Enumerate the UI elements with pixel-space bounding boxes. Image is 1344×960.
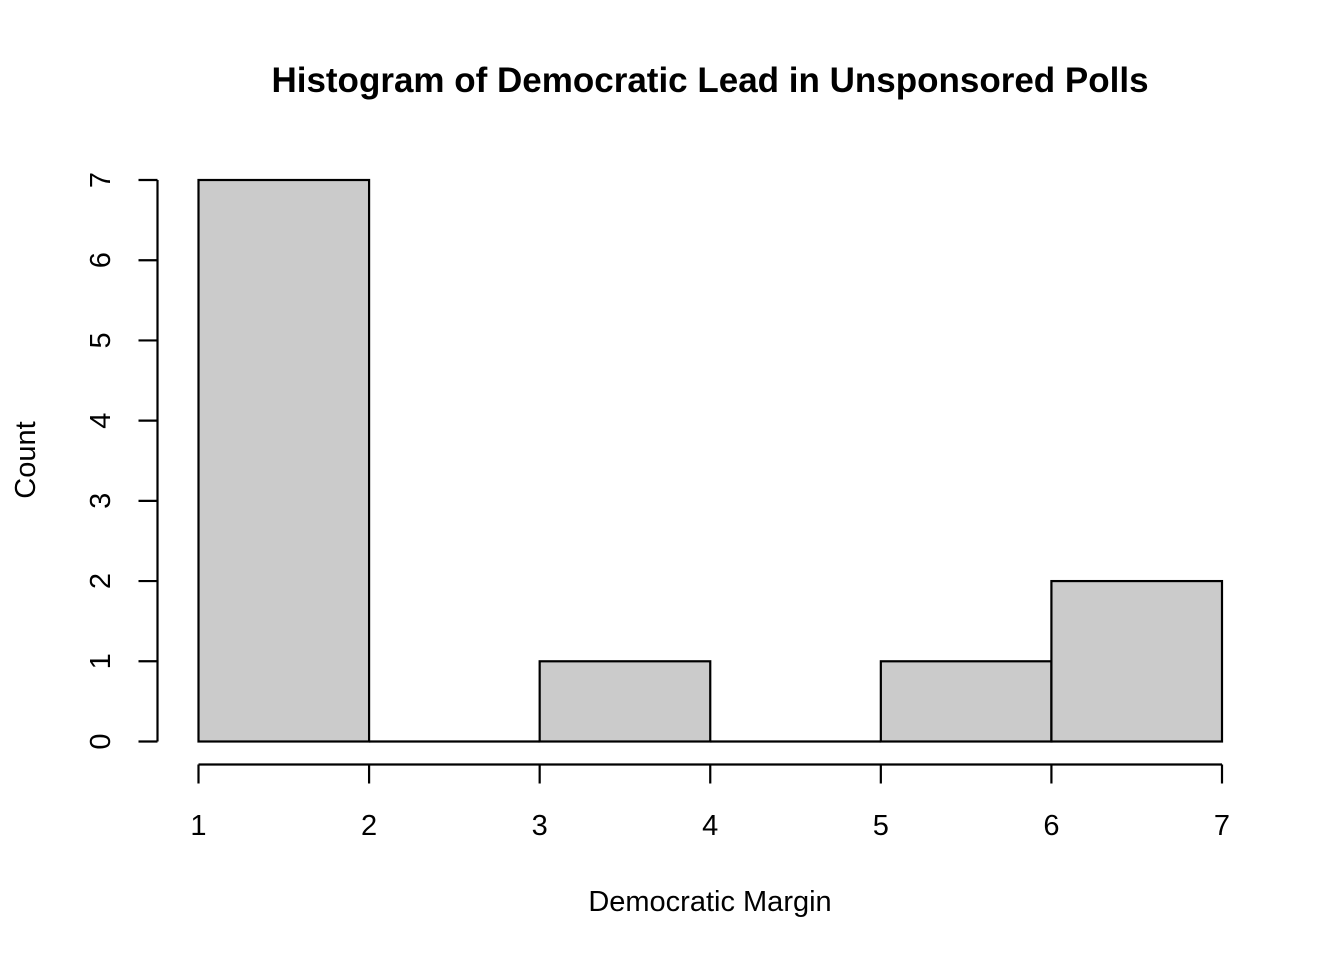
y-tick-label: 0 [85, 733, 117, 749]
x-tick-label: 2 [361, 810, 377, 842]
y-tick-label: 3 [85, 493, 117, 509]
x-tick-label: 1 [190, 810, 206, 842]
histogram-bar [879, 660, 1053, 743]
x-tick-label: 4 [702, 810, 718, 842]
y-tick-label: 6 [85, 252, 117, 268]
bars-group [197, 178, 1224, 743]
y-tick-label: 1 [85, 653, 117, 669]
x-axis: 1 2 3 4 5 6 7 [190, 763, 1230, 842]
histogram-bar [197, 178, 371, 743]
y-axis-label: Count [10, 421, 42, 498]
chart-title: Histogram of Democratic Lead in Unsponso… [271, 61, 1148, 100]
x-axis-label: Democratic Margin [588, 886, 831, 918]
y-tick-label: 4 [85, 413, 117, 429]
x-tick-label: 7 [1214, 810, 1230, 842]
histogram-bar [1050, 579, 1224, 743]
y-tick-label: 7 [85, 172, 117, 188]
x-tick-label: 3 [532, 810, 548, 842]
y-tick-label: 2 [85, 573, 117, 589]
x-tick-label: 5 [873, 810, 889, 842]
y-axis: 0 1 2 3 4 5 6 7 [85, 172, 159, 750]
y-tick-label: 5 [85, 332, 117, 348]
histogram-bar [538, 660, 712, 743]
x-tick-label: 6 [1043, 810, 1059, 842]
